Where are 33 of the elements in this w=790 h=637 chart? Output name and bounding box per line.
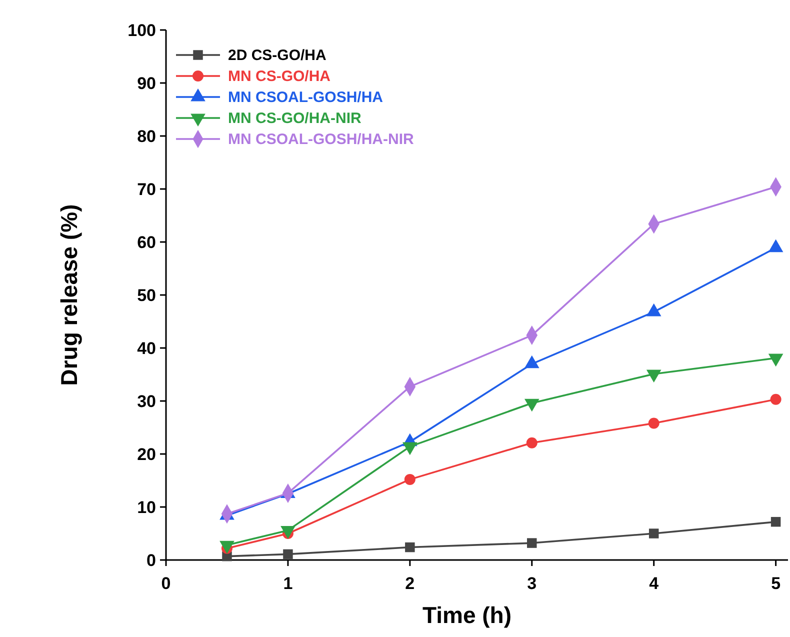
x-tick-label: 4 xyxy=(649,574,660,593)
x-tick-label: 1 xyxy=(283,574,293,593)
y-tick-label: 20 xyxy=(137,445,156,464)
y-tick-label: 50 xyxy=(137,286,156,305)
point xyxy=(648,418,660,429)
y-tick-label: 80 xyxy=(137,127,156,146)
legend-label: MN CS-GO/HA xyxy=(228,68,331,85)
x-tick-label: 5 xyxy=(771,574,781,593)
y-tick-label: 0 xyxy=(146,551,156,570)
y-axis-title: Drug release (%) xyxy=(56,204,82,386)
legend-label: MN CSOAL-GOSH/HA xyxy=(228,89,384,106)
x-tick-label: 3 xyxy=(527,574,537,593)
y-tick-label: 60 xyxy=(137,233,156,252)
point xyxy=(405,542,415,552)
legend-label: 2D CS-GO/HA xyxy=(228,47,327,64)
point xyxy=(770,516,781,527)
y-tick-label: 40 xyxy=(137,339,156,358)
point xyxy=(404,474,416,485)
legend-label: MN CSOAL-GOSH/HA-NIR xyxy=(228,131,414,148)
legend-label: MN CS-GO/HA-NIR xyxy=(228,110,362,127)
y-tick-label: 10 xyxy=(137,498,156,517)
point xyxy=(527,538,537,548)
y-tick-label: 100 xyxy=(128,21,156,40)
point xyxy=(770,394,782,405)
x-tick-label: 2 xyxy=(405,574,415,593)
point xyxy=(283,549,293,560)
point xyxy=(648,528,659,538)
x-tick-label: 0 xyxy=(161,574,171,593)
y-tick-label: 90 xyxy=(137,74,156,93)
x-axis-title: Time (h) xyxy=(422,602,512,628)
y-tick-label: 70 xyxy=(137,180,156,199)
y-tick-label: 30 xyxy=(137,392,156,411)
point xyxy=(526,437,538,448)
